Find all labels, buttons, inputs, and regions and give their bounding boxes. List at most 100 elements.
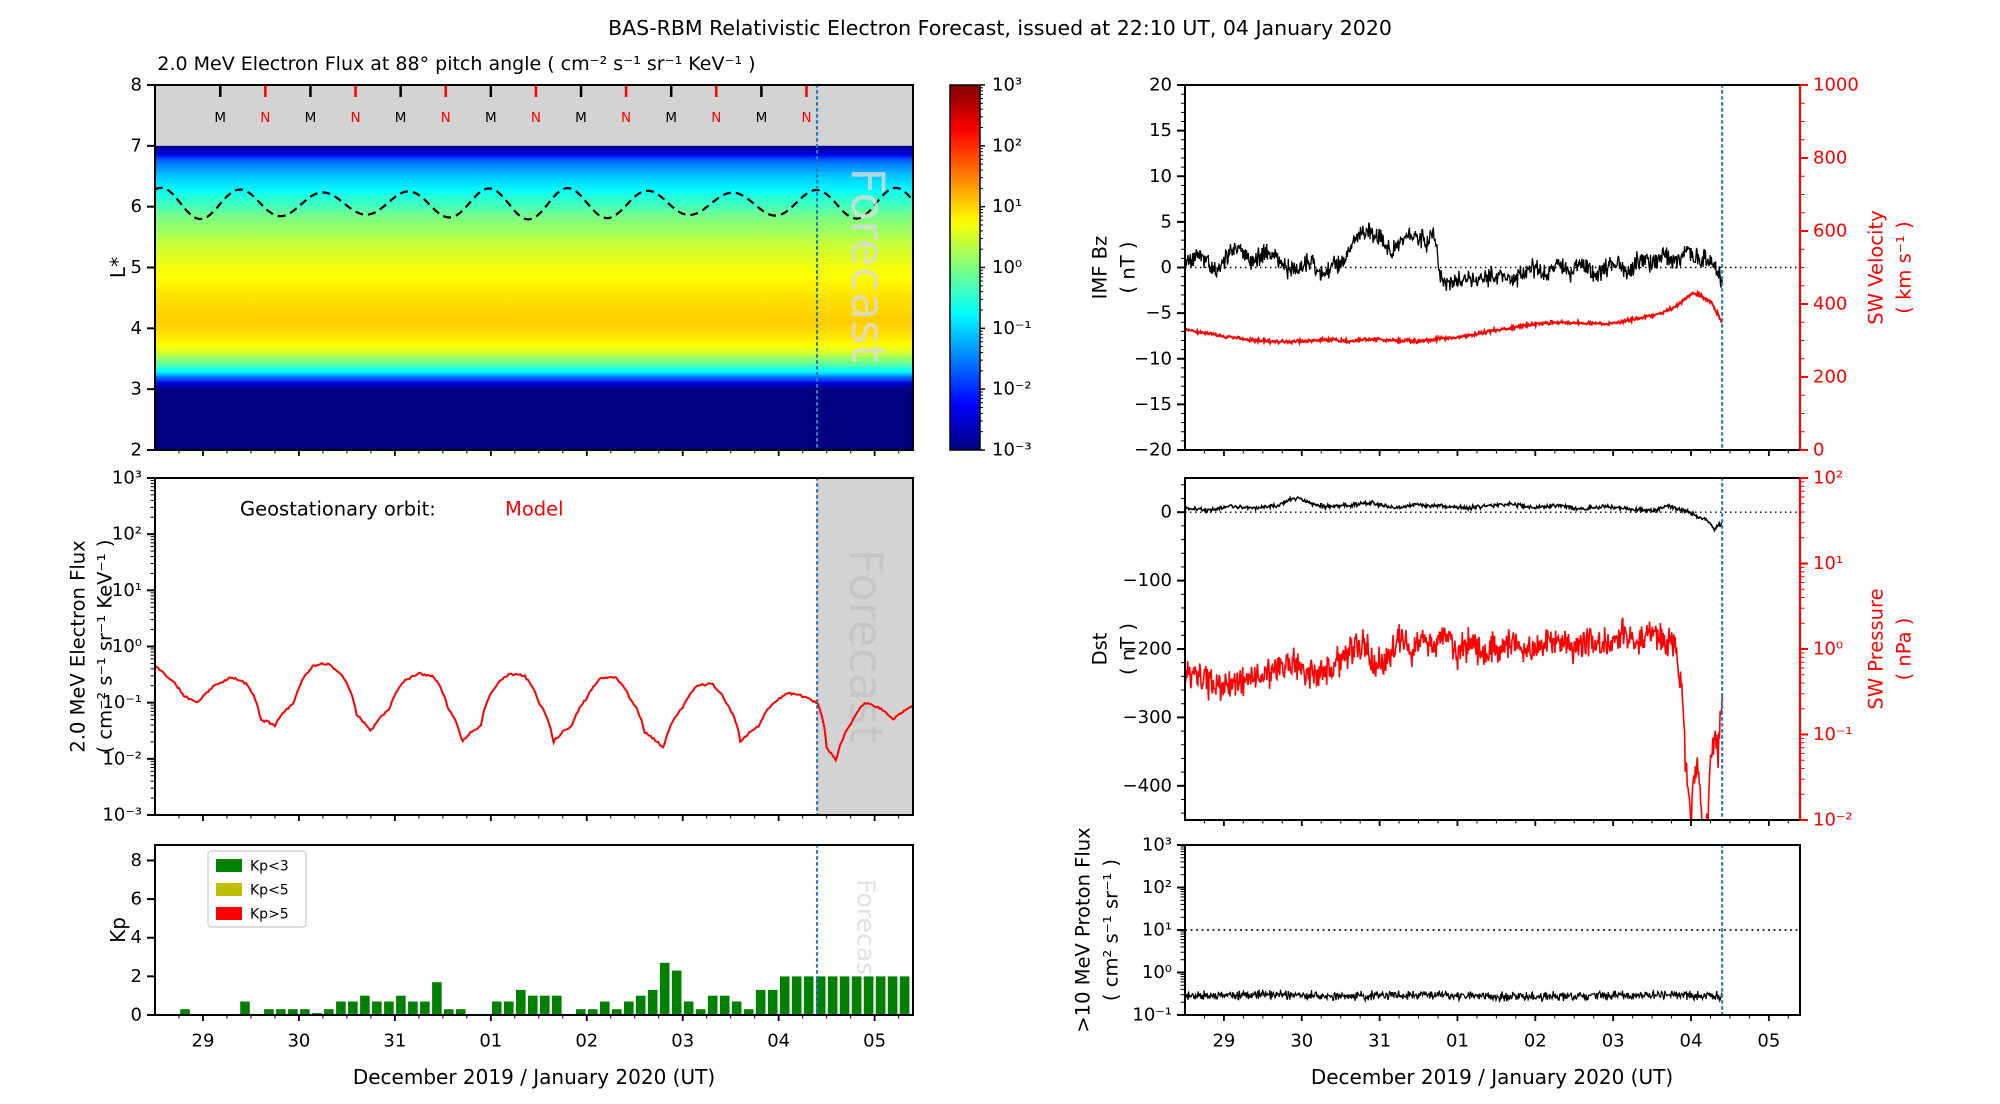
y-tick-label: 10¹ bbox=[112, 580, 142, 601]
y-tick-label: −400 bbox=[1123, 775, 1172, 796]
y-axis-title: >10 MeV Proton Flux bbox=[1072, 827, 1095, 1032]
y-tick-label: 6 bbox=[131, 889, 142, 910]
y-tick-label: 10³ bbox=[112, 468, 142, 489]
x-axis-title: December 2019 / January 2020 (UT) bbox=[1311, 1065, 1673, 1089]
kp-bar bbox=[264, 1009, 274, 1015]
mn-label: M bbox=[756, 110, 768, 126]
y-tick-label: 10 bbox=[1149, 166, 1172, 187]
kp-bar bbox=[288, 1009, 298, 1015]
panel-electron-flux-heatmap: 2.0 MeV Electron Flux at 88° pitch angle… bbox=[106, 53, 1032, 461]
series-sw-velocity bbox=[1185, 289, 1723, 347]
legend-swatch bbox=[216, 859, 242, 872]
y-axis-title: L* bbox=[106, 257, 130, 278]
x-tick-label: 30 bbox=[287, 1031, 310, 1052]
x-tick-label: 05 bbox=[863, 1031, 886, 1052]
plot-border bbox=[154, 477, 914, 816]
y-tick-label: 15 bbox=[1149, 120, 1172, 141]
kp-bar bbox=[492, 1001, 502, 1015]
mn-label: N bbox=[350, 110, 360, 126]
y-tick-label: −20 bbox=[1134, 440, 1172, 461]
y-tick-label: 10⁻³ bbox=[102, 805, 142, 826]
legend-label: Kp<5 bbox=[250, 883, 289, 899]
kp-bars bbox=[180, 962, 910, 1015]
y-tick-label: 5 bbox=[131, 257, 142, 278]
kp-bar bbox=[336, 1001, 346, 1015]
y-tick-label: 10⁰ bbox=[1813, 639, 1843, 660]
mn-label: M bbox=[214, 110, 226, 126]
kp-bar bbox=[683, 1001, 694, 1015]
legend-label: Kp<3 bbox=[250, 859, 289, 875]
y-tick-label: 7 bbox=[131, 135, 142, 156]
y-tick-label: 10³ bbox=[1142, 835, 1172, 856]
kp-bar bbox=[899, 976, 910, 1015]
kp-bar bbox=[863, 976, 874, 1015]
y-tick-label: 5 bbox=[1161, 211, 1172, 232]
kp-bar bbox=[612, 1009, 622, 1015]
kp-bar bbox=[528, 995, 538, 1015]
y-tick-label: 10² bbox=[112, 524, 142, 545]
kp-bar bbox=[779, 976, 790, 1015]
kp-bar bbox=[420, 1001, 430, 1015]
colorbar-tick-label: 10⁻³ bbox=[992, 440, 1032, 461]
y-tick-label: −100 bbox=[1123, 570, 1172, 591]
legend-swatch bbox=[216, 907, 242, 920]
x-tick-label: 04 bbox=[767, 1031, 790, 1052]
kp-bar bbox=[396, 995, 406, 1015]
colorbar-tick-label: 10² bbox=[992, 135, 1022, 156]
x-axis-title: December 2019 / January 2020 (UT) bbox=[353, 1065, 715, 1089]
y-tick-label: 10² bbox=[1813, 468, 1843, 489]
panel-imf-bz-sw-velocity: 20 15 10 5 0 −5 −10 −15 −20 1000 800 600 400 200 0 IMF … bbox=[1089, 75, 1916, 461]
y-tick-label: 10⁻¹ bbox=[1132, 1005, 1172, 1026]
colorbar: 10³ 10² 10¹ 10⁰ 10⁻¹ 10⁻² 10⁻³ bbox=[949, 75, 1032, 461]
y-tick-label: 2 bbox=[131, 966, 142, 987]
x-tick-label: 03 bbox=[1602, 1031, 1625, 1052]
annotation-model: Model bbox=[505, 498, 564, 521]
kp-bar bbox=[767, 989, 778, 1015]
kp-bar bbox=[791, 976, 802, 1015]
mn-label: M bbox=[575, 110, 587, 126]
series-model-flux bbox=[155, 661, 913, 763]
y-tick-label: 200 bbox=[1813, 367, 1847, 388]
kp-bar bbox=[432, 982, 442, 1015]
colorbar-tick-label: 10³ bbox=[992, 75, 1022, 96]
kp-bar bbox=[803, 976, 814, 1015]
mn-label: N bbox=[260, 110, 270, 126]
y-axis-title: ( cm⁻² s⁻¹ sr⁻¹ KeV⁻¹ ) bbox=[94, 540, 117, 754]
kp-bar bbox=[659, 962, 670, 1015]
x-tick-label: 04 bbox=[1680, 1031, 1703, 1052]
mn-label: M bbox=[395, 110, 407, 126]
kp-bar bbox=[719, 995, 730, 1015]
y-tick-label: 800 bbox=[1813, 148, 1847, 169]
y-tick-label: 10⁻¹ bbox=[1813, 724, 1853, 745]
kp-bar bbox=[456, 1009, 466, 1015]
kp-bar bbox=[815, 976, 826, 1015]
kp-bar bbox=[444, 1009, 454, 1015]
kp-bar bbox=[276, 1009, 286, 1015]
y-tick-label: 2 bbox=[131, 440, 142, 461]
plot-border bbox=[154, 844, 914, 1016]
y-tick-label: 4 bbox=[131, 927, 142, 948]
legend-swatch bbox=[216, 883, 242, 896]
y-tick-label: 10¹ bbox=[1142, 920, 1172, 941]
kp-bar bbox=[408, 1001, 418, 1015]
y-tick-label: 10⁻¹ bbox=[102, 692, 142, 713]
y-tick-label: 20 bbox=[1149, 75, 1172, 96]
kp-bar bbox=[372, 1001, 382, 1015]
y-tick-label: 8 bbox=[131, 75, 142, 96]
y-axis-title: ( nPa ) bbox=[1893, 618, 1916, 681]
y-tick-label: 10¹ bbox=[1813, 553, 1843, 574]
y-tick-label: 0 bbox=[1161, 502, 1172, 523]
y-tick-label: 1000 bbox=[1813, 75, 1859, 96]
kp-bar bbox=[504, 1001, 514, 1015]
y-tick-label: 10⁰ bbox=[1142, 962, 1172, 983]
kp-bar bbox=[180, 1009, 190, 1015]
colorbar-tick-label: 10¹ bbox=[992, 196, 1022, 217]
forecast-band bbox=[817, 478, 913, 815]
kp-bar bbox=[360, 995, 370, 1015]
y-tick-label: 3 bbox=[131, 379, 142, 400]
mn-label: N bbox=[801, 110, 811, 126]
kp-bar bbox=[875, 976, 886, 1015]
series-dst bbox=[1185, 495, 1723, 533]
kp-bar bbox=[647, 989, 658, 1015]
